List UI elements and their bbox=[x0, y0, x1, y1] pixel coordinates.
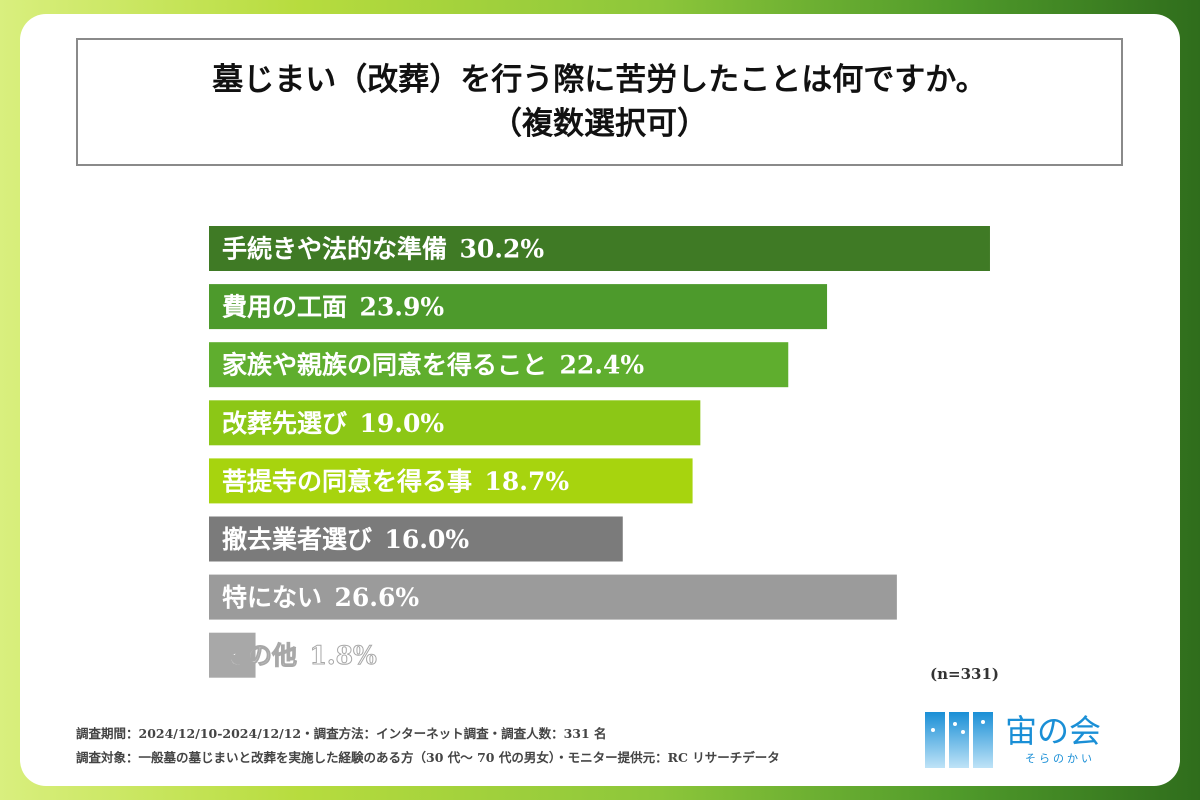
bar-label-3: 家族や親族の同意を得ること 22.4% bbox=[222, 351, 644, 380]
bar-4 bbox=[209, 400, 701, 446]
bar-label-2: 費用の工面 23.9% bbox=[221, 293, 444, 322]
chart-title-line2: （複数選択可） bbox=[491, 106, 708, 142]
logo-mark-icon bbox=[925, 712, 993, 768]
logo-name: 宙の会 bbox=[1005, 712, 1102, 750]
bar-8 bbox=[209, 632, 256, 678]
chart-title-line1: 墓じまい（改葬）を行う際に苦労したことは何ですか。 bbox=[212, 62, 987, 98]
title-box: 墓じまい（改葬）を行う際に苦労したことは何ですか。 （複数選択可） bbox=[76, 38, 1123, 166]
survey-target-text: 調査対象：一般墓の墓じまいと改葬を実施した経験のある方（30 代～ 70 代の男… bbox=[76, 750, 780, 765]
bar-label-1: 手続きや法的な準備 30.2% bbox=[222, 235, 544, 264]
logo-kana: そらのかい bbox=[1025, 752, 1095, 765]
bar-1 bbox=[209, 226, 990, 271]
bar-label-4: 改葬先選び 19.0% bbox=[222, 409, 444, 438]
bar-label-7: 特にない 26.6% bbox=[222, 583, 419, 612]
bar-label-5: 菩提寺の同意を得る事 18.7% bbox=[222, 467, 569, 496]
sample-size-note: (n=331) bbox=[930, 665, 999, 683]
survey-period-text: 調査期間：2024/12/10-2024/12/12・調査方法：インターネット調… bbox=[76, 726, 607, 741]
bar-label-6: 撤去業者選び 16.0% bbox=[222, 525, 469, 554]
bar-label-8: その他 1.8% bbox=[222, 641, 377, 670]
bar-5 bbox=[209, 458, 693, 504]
logo: 宙の会 そらのかい bbox=[925, 710, 1135, 770]
bar-7 bbox=[209, 574, 897, 620]
bar-6 bbox=[209, 516, 623, 562]
bar-3 bbox=[209, 342, 789, 388]
bar-2 bbox=[209, 284, 828, 330]
